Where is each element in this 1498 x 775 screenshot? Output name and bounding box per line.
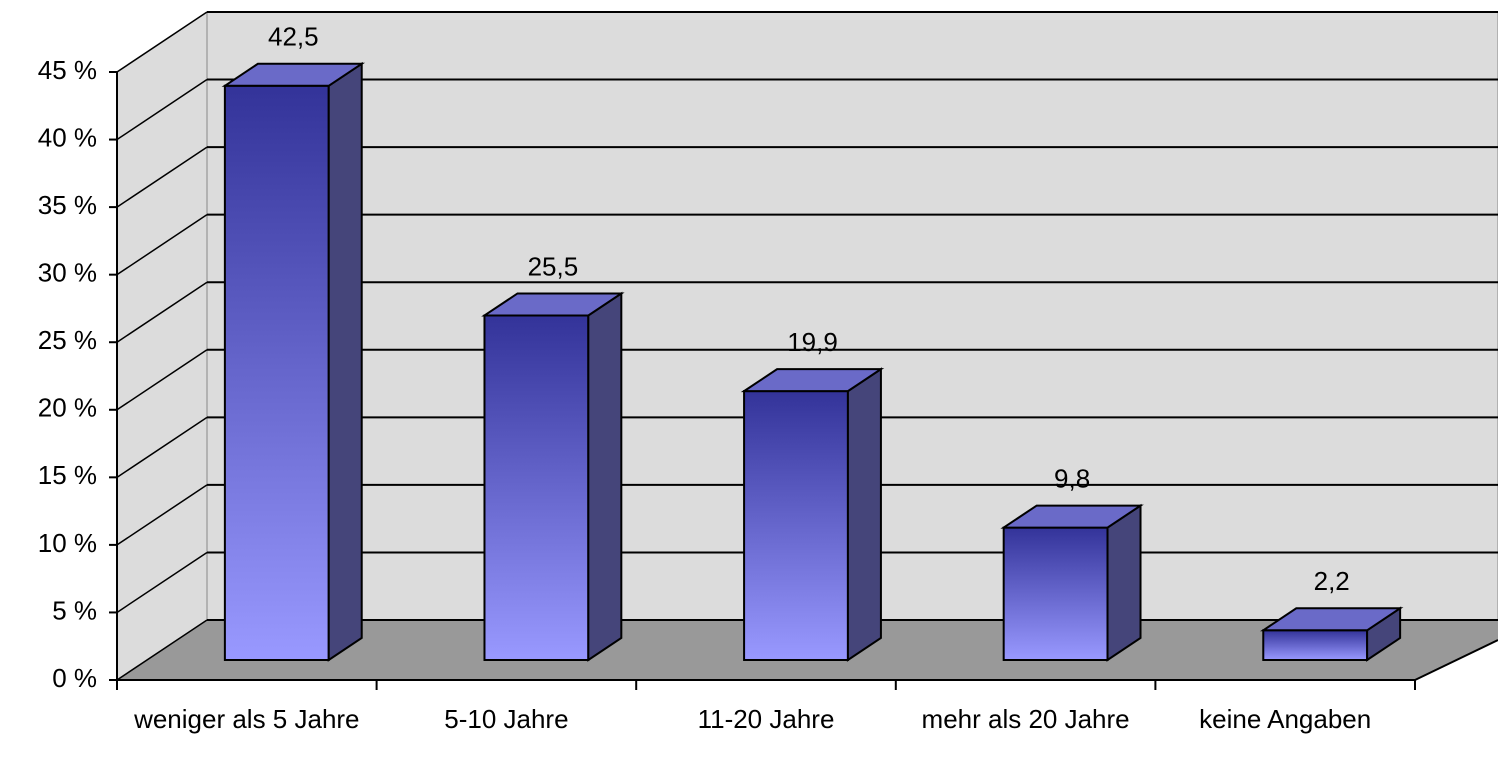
- grid-line-side: [116, 349, 208, 411]
- bar: [1259, 606, 1404, 662]
- y-tick-label: 20 %: [38, 393, 97, 423]
- bar-side: [587, 291, 623, 662]
- bar-top: [481, 292, 625, 317]
- value-label: 19,9: [787, 327, 838, 357]
- x-tick-label: 11-20 Jahre: [697, 704, 835, 734]
- grid-line-side: [116, 11, 208, 73]
- grid-line-side: [116, 551, 208, 614]
- grid-line-side: [116, 281, 208, 343]
- x-tick-label: 5-10 Jahre: [444, 704, 569, 734]
- y-tick-label: 0 %: [52, 663, 97, 693]
- grid-line-side: [116, 78, 208, 141]
- x-tick-label: mehr als 20 Jahre: [921, 704, 1130, 734]
- y-tick-label: 15 %: [38, 460, 97, 490]
- bar: [1000, 503, 1144, 662]
- y-tick-label: 35 %: [38, 190, 97, 220]
- bar-front: [1262, 629, 1369, 662]
- x-tick-label: keine Angaben: [1199, 704, 1372, 734]
- y-tick-label: 25 %: [38, 325, 97, 355]
- bar-top: [1000, 504, 1144, 529]
- bar-side: [327, 61, 363, 662]
- value-label: 2,2: [1314, 566, 1350, 596]
- bar-front: [483, 314, 590, 661]
- bar-top: [740, 368, 885, 393]
- value-label: 9,8: [1054, 463, 1090, 493]
- bar: [740, 367, 885, 662]
- grid-line-side: [116, 484, 208, 546]
- grid-line-side: [116, 619, 208, 681]
- x-tick-label: weniger als 5 Jahre: [134, 704, 360, 734]
- bar-front: [743, 390, 849, 661]
- bar: [221, 61, 366, 662]
- grid-line-side: [116, 416, 208, 478]
- value-label: 42,5: [268, 22, 319, 52]
- y-tick-label: 10 %: [38, 528, 97, 558]
- y-tick-label: 5 %: [52, 595, 97, 625]
- bar-top: [1259, 607, 1404, 632]
- y-tick-label: 45 %: [38, 55, 97, 85]
- y-tick-label: 40 %: [38, 122, 97, 152]
- bar-front: [223, 84, 330, 662]
- grid-line-side: [116, 146, 208, 208]
- bar-side: [846, 367, 882, 662]
- bar: [481, 291, 625, 662]
- x-axis-end: [1414, 639, 1498, 681]
- bar-top: [221, 62, 366, 87]
- bar-side: [1106, 503, 1142, 662]
- bar-front: [1002, 526, 1109, 662]
- y-tick-label: 30 %: [38, 258, 97, 288]
- grid-line-side: [116, 214, 208, 276]
- side-wall: [116, 11, 208, 681]
- value-label: 25,5: [528, 251, 579, 281]
